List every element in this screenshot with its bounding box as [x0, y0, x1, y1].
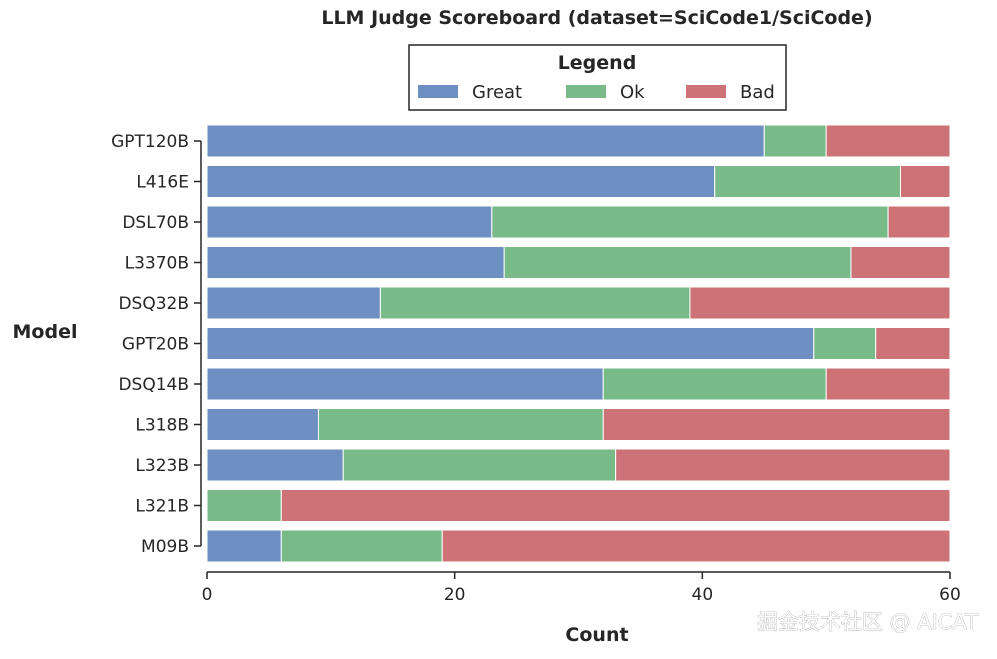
bar-dsq32b-ok [379, 286, 691, 320]
bar-gpt120b-great [206, 124, 765, 158]
bar-m09b-bad [441, 529, 951, 563]
x-tick-label: 40 [692, 585, 714, 605]
y-tick-label: DSL70B [122, 213, 189, 233]
x-tick-label: 60 [939, 585, 961, 605]
y-tick-label: L321B [135, 497, 189, 517]
bar-l321b-bad [280, 489, 951, 522]
legend-swatch-bad [686, 85, 726, 98]
legend-title: Legend [558, 52, 637, 74]
bar-l3370b-bad [850, 246, 951, 279]
legend-label-ok: Ok [620, 82, 645, 103]
legend-swatch-ok [566, 85, 606, 98]
x-axis-label: Count [565, 624, 628, 646]
y-tick-label: DSQ32B [118, 294, 189, 314]
bar-gpt20b-bad [875, 327, 951, 360]
y-tick-label: L323B [135, 456, 189, 476]
y-tick-label: GPT120B [111, 132, 189, 152]
bar-dsq14b-ok [602, 367, 827, 401]
bar-l3370b-ok [503, 246, 852, 279]
bar-l318b-ok [317, 408, 604, 441]
y-tick-label: L318B [135, 416, 189, 436]
bar-l416e-ok [714, 165, 901, 198]
bar-l318b-bad [602, 408, 951, 441]
y-tick-label: L3370B [125, 254, 189, 274]
bar-dsq32b-great [206, 286, 381, 320]
y-tick-label: GPT20B [122, 335, 189, 355]
x-tick-label: 0 [202, 585, 213, 605]
bar-dsl70b-great [206, 205, 493, 239]
watermark-text: 掘金技术社区 @ AICAT [757, 610, 978, 634]
bar-l318b-great [206, 408, 319, 441]
bar-dsq32b-bad [689, 286, 951, 320]
y-axis: GPT120B L416E DSL70B L3370B DSQ32B GPT20B DSQ1… [111, 132, 202, 557]
bar-m09b-ok [280, 529, 443, 563]
x-axis: 0 20 40 60 [202, 571, 961, 605]
bar-dsl70b-ok [491, 205, 889, 239]
y-tick-label: L416E [136, 173, 189, 193]
legend-frame [408, 44, 787, 111]
bar-l3370b-great [206, 246, 505, 279]
chart-title: LLM Judge Scoreboard (dataset=SciCode1/S… [321, 7, 872, 29]
legend-label-bad: Bad [740, 82, 775, 103]
bar-gpt120b-ok [763, 124, 827, 158]
bar-gpt120b-bad [825, 124, 951, 158]
bars-layer [206, 124, 951, 563]
legend-label-great: Great [472, 82, 522, 103]
bar-gpt20b-ok [813, 327, 877, 360]
legend-swatch-great [418, 85, 458, 98]
bar-l321b-ok [206, 489, 282, 522]
bar-l323b-ok [342, 448, 617, 482]
bar-l323b-great [206, 448, 344, 482]
bar-l416e-bad [899, 165, 951, 198]
bar-l416e-great [206, 165, 716, 198]
bar-dsq14b-bad [825, 367, 951, 401]
bar-l323b-bad [615, 448, 951, 482]
bar-m09b-great [206, 529, 282, 563]
y-tick-label: M09B [141, 537, 189, 557]
x-tick-label: 20 [444, 585, 466, 605]
y-tick-label: DSQ14B [118, 375, 189, 395]
y-axis-label: Model [13, 321, 78, 343]
bar-dsl70b-bad [887, 205, 951, 239]
bar-dsq14b-great [206, 367, 604, 401]
bar-gpt20b-great [206, 327, 815, 360]
legend: Legend Great Ok Bad [408, 44, 787, 111]
